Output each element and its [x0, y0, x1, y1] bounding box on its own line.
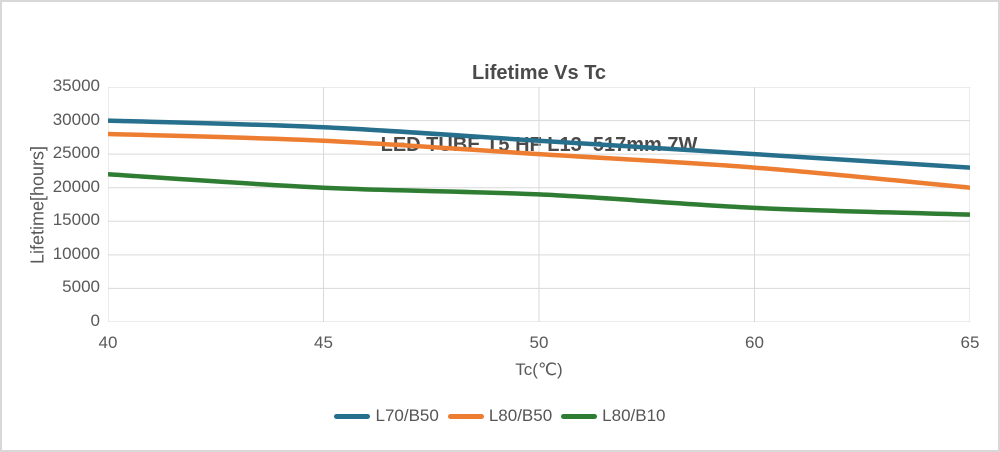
legend-item-l70-b50: L70/B50 [334, 406, 439, 426]
legend-label-l80-b50: L80/B50 [488, 406, 553, 425]
legend-item-l80-b50: L80/B50 [447, 406, 553, 426]
series-line-l80-b50 [108, 131, 970, 190]
legend-swatch-l80-b50 [447, 413, 484, 419]
legend: L70/B50 L80/B50 L80/B10 [2, 406, 998, 426]
legend-label-l70-b50: L70/B50 [375, 406, 439, 425]
y-tick-label: 30000 [52, 109, 100, 129]
x-tick-label: 60 [745, 333, 764, 352]
legend-swatch-l80-b10 [561, 413, 598, 419]
y-tick-label: 5000 [62, 277, 100, 297]
y-tick-label: 20000 [52, 176, 100, 196]
chart-title: Lifetime Vs Tc [471, 62, 607, 84]
y-tick-label: 15000 [52, 210, 100, 230]
y-tick-label: 25000 [52, 143, 100, 163]
y-tick-label: 35000 [52, 76, 100, 95]
x-axis-title: Tc(℃) [515, 360, 563, 379]
x-tick-label: 45 [314, 333, 333, 352]
y-tick-label: 0 [90, 311, 100, 330]
plot-area [108, 87, 970, 322]
x-tick-label: 50 [529, 333, 549, 352]
x-tick-label: 40 [98, 333, 118, 352]
legend-label-l80-b10: L80/B10 [602, 406, 666, 425]
series-line-l80-b10 [108, 172, 970, 217]
series-line-l70-b50 [108, 118, 970, 170]
x-tick-label: 65 [960, 333, 980, 352]
legend-swatch-l70-b50 [334, 413, 371, 419]
legend-item-l80-b10: L80/B10 [561, 406, 666, 426]
y-tick-label: 10000 [52, 243, 100, 263]
